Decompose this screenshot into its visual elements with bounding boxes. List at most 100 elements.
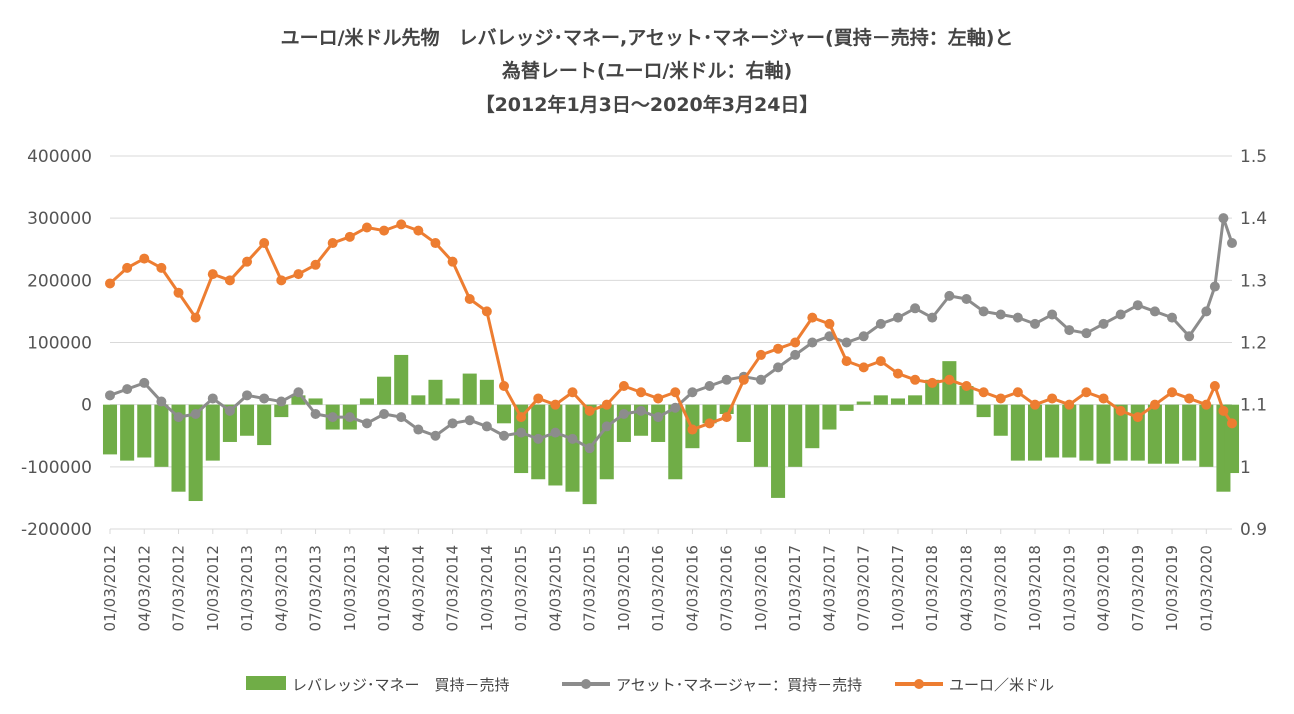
eurusd-point [1227,418,1237,429]
y-left-tick-label: 200000 [27,271,92,291]
eurusd-point [464,293,475,304]
eurusd-point [978,387,989,398]
eurusd-point [755,349,766,360]
legend-label: ユーロ／米ドル [949,676,1054,694]
x-tick-label: 07/03/2014 [444,545,462,631]
x-tick-label: 04/03/2018 [957,545,975,631]
eurusd-point [1012,387,1023,398]
x-tick-label: 10/03/2014 [478,545,496,631]
x-tick-label: 10/03/2012 [204,545,222,631]
leveraged-money-bar [1165,404,1180,464]
asset-manager-point [1012,312,1023,323]
eurusd-point [927,377,938,388]
x-tick-label: 07/03/2012 [170,545,188,631]
asset-manager-point [687,387,698,398]
eurusd-line [105,219,1237,435]
eurusd-point [122,262,133,273]
leveraged-money-bar [753,404,768,467]
asset-manager-point [1227,238,1237,249]
eurusd-point [961,381,972,392]
eurusd-point [396,219,407,230]
x-tick-label: 01/03/2014 [375,545,393,631]
asset-manager-point [670,402,681,413]
x-tick-label: 10/03/2016 [752,545,770,631]
x-tick-label: 04/03/2016 [683,545,701,631]
x-axis: 01/03/2012 04/03/2012 07/03/2012 10/03/2012… [101,529,1215,631]
asset-manager-point [122,384,133,395]
eurusd-point [430,238,441,249]
eurusd-point [1081,387,1092,398]
asset-manager-point [944,290,955,301]
y-right-tick-label: 1.2 [1240,334,1267,354]
leveraged-money-bar [102,404,118,455]
asset-manager-point [105,390,115,401]
eurusd-point [1132,412,1143,423]
leveraged-money-bar [1062,404,1077,458]
eurusd-point [1098,393,1109,404]
leveraged-money-bar [274,404,289,418]
eurusd-point [481,306,492,317]
eurusd-point [687,424,698,435]
eurusd-point [567,387,578,398]
y-left-tick-label: -200000 [21,520,92,540]
eurusd-point [807,312,818,323]
eurusd-point [344,231,355,242]
y-right-tick-label: 1.4 [1240,209,1267,229]
eurusd-point [824,318,835,329]
y-right-tick-label: 1.1 [1240,396,1267,416]
x-tick-label: 10/03/2018 [1026,545,1044,631]
leveraged-money-bar [565,404,580,492]
leveraged-money-bar [411,395,426,405]
asset-manager-point [653,412,664,423]
eurusd-point [190,312,201,323]
leveraged-money-bar [205,404,220,461]
leveraged-money-bar [120,404,135,461]
x-tick-label: 01/03/2018 [923,545,941,631]
asset-manager-point [790,349,801,360]
leveraged-money-bar [1096,404,1111,464]
x-tick-label: 04/03/2012 [135,545,153,631]
legend-swatch-bar [246,676,286,690]
eurusd-point [139,253,150,264]
leveraged-money-bar [582,404,597,505]
leveraged-money-bar [788,404,803,467]
eurusd-point [379,225,390,236]
title-line-2: 為替レート(ユーロ/米ドル：右軸) [502,59,792,82]
eurusd-point [242,256,253,267]
x-tick-label: 10/03/2015 [615,545,633,631]
asset-manager-point [927,312,938,323]
eurusd-point [636,387,647,398]
asset-manager-point [550,427,561,438]
asset-manager-point [516,427,527,438]
leveraged-money-bar [736,404,751,442]
asset-manager-point [1132,300,1143,311]
asset-manager-point [259,393,270,404]
x-tick-label: 01/03/2012 [101,545,119,631]
asset-manager-point [1047,309,1058,320]
x-tick-label: 04/03/2019 [1095,545,1113,631]
eurusd-point [584,405,595,416]
asset-manager-point [498,430,509,441]
y-right-tick-label: 1.5 [1240,147,1267,167]
x-tick-label: 01/03/2013 [238,545,256,631]
leveraged-money-bar [1010,404,1025,461]
eurusd-point [1209,381,1220,392]
legend-label: レバレッジ･マネー 買持－売持 [292,676,510,694]
leveraged-money-bar [359,398,374,405]
eurusd-point [156,262,167,273]
eurusd-point [858,362,869,373]
asset-manager-point [1030,318,1041,329]
asset-manager-point [242,390,253,401]
eurusd-point [773,343,784,354]
x-tick-label: 07/03/2016 [718,545,736,631]
y-axis-left: 400000 300000 200000 100000 0 -100000 -200000 [21,147,92,540]
leveraged-money-bar [137,404,152,458]
legend: レバレッジ･マネー 買持－売持 アセット･マネージャー：買持－売持 ユーロ／米ドル [246,676,1054,694]
eurusd-point [738,374,749,385]
eurusd-point [944,374,955,385]
asset-manager-point [396,412,407,423]
eurusd-point [224,275,235,286]
x-tick-label: 07/03/2018 [992,545,1010,631]
asset-manager-point [293,387,304,398]
